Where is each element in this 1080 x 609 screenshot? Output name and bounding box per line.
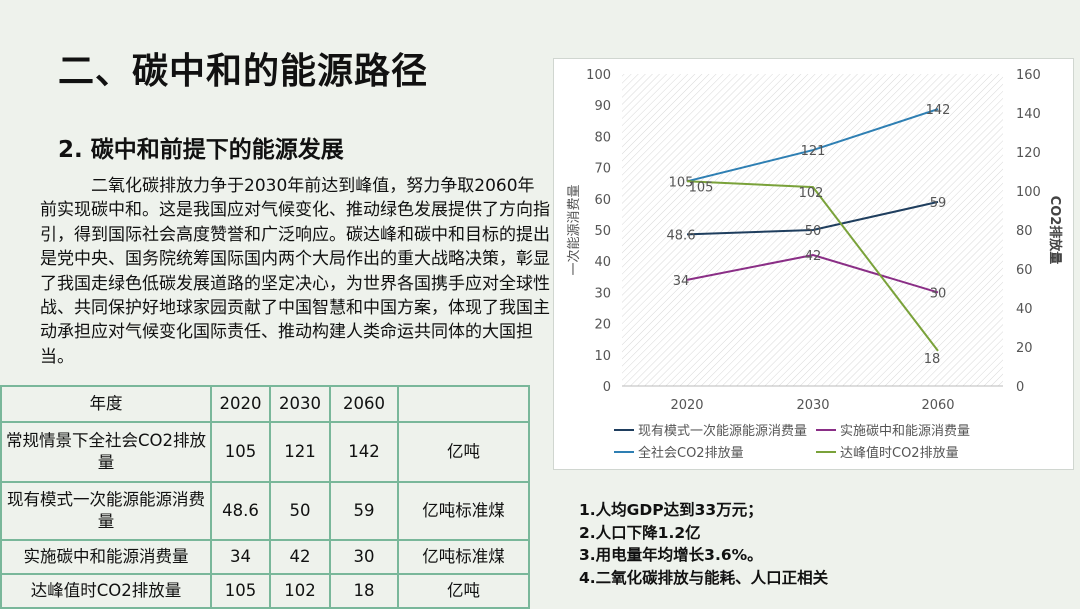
data-label: 59: [930, 196, 947, 211]
table-cell: 50: [269, 481, 331, 541]
y-left-tick-label: 100: [586, 68, 611, 83]
data-label: 50: [805, 224, 822, 239]
y-right-tick-label: 60: [1016, 263, 1033, 278]
note-item: 4.二氧化碳排放与能耗、人口正相关: [579, 568, 829, 587]
table-cell: 48.6: [210, 481, 271, 541]
table-header-cell: 2020: [210, 385, 271, 423]
series-line: [686, 108, 939, 183]
page-title: 二、碳中和的能源路径: [58, 51, 429, 92]
data-label: 48.6: [667, 228, 696, 243]
table-header-row: 年度 2020 2030 2060: [0, 385, 530, 423]
legend-label: 实施碳中和能源消费量: [840, 424, 970, 439]
table-cell: 亿吨: [397, 573, 530, 609]
table-cell: 现有模式一次能源能源消费量: [0, 481, 212, 541]
table-cell: 常规情景下全社会CO2排放量: [0, 421, 212, 483]
x-tick-label: 2030: [796, 398, 829, 413]
table-cell: 42: [269, 539, 331, 575]
y-right-tick-label: 160: [1016, 68, 1041, 83]
table-cell: 102: [269, 573, 331, 609]
y-left-tick-label: 10: [594, 349, 611, 364]
y-left-tick-label: 90: [594, 99, 611, 114]
table-cell: 达峰值时CO2排放量: [0, 573, 212, 609]
table-cell: 实施碳中和能源消费量: [0, 539, 212, 575]
series-line: [686, 180, 939, 352]
y-left-tick-label: 50: [594, 224, 611, 239]
data-label: 42: [805, 249, 822, 264]
data-label: 105: [689, 180, 714, 195]
table-row: 现有模式一次能源能源消费量 48.6 50 59 亿吨标准煤: [0, 481, 530, 541]
table-cell: 105: [210, 421, 271, 483]
table-row: 达峰值时CO2排放量 105 102 18 亿吨: [0, 573, 530, 609]
y-left-tick-label: 40: [594, 255, 611, 270]
y-right-tick-label: 80: [1016, 224, 1033, 239]
table-row: 实施碳中和能源消费量 34 42 30 亿吨标准煤: [0, 539, 530, 575]
table-cell: 18: [329, 573, 399, 609]
y-right-tick-label: 120: [1016, 146, 1041, 161]
data-label: 142: [926, 103, 951, 118]
y-left-axis-title: 一次能源消费量: [566, 184, 582, 275]
legend-label: 全社会CO2排放量: [638, 445, 744, 461]
y-left-tick-label: 60: [594, 193, 611, 208]
data-table: 年度 2020 2030 2060 常规情景下全社会CO2排放量 105 121…: [0, 385, 530, 609]
data-label: 30: [930, 286, 947, 301]
note-item: 2.人口下降1.2亿: [579, 523, 701, 542]
legend-label: 达峰值时CO2排放量: [840, 445, 959, 461]
y-left-tick-label: 30: [594, 286, 611, 301]
notes-list: 1.人均GDP达到33万元； 2.人口下降1.2亿 3.用电量年均增长3.6%。…: [579, 499, 828, 589]
table-cell: 亿吨标准煤: [397, 539, 530, 575]
table-header-cell: 2060: [329, 385, 399, 423]
intro-paragraph: 二氧化碳排放力争于2030年前达到峰值，努力争取2060年前实现碳中和。这是我国…: [40, 176, 550, 367]
y-left-tick-label: 20: [594, 318, 611, 333]
y-left-tick-label: 0: [603, 380, 611, 395]
table-cell: 亿吨: [397, 421, 530, 483]
section-subtitle: 2. 碳中和前提下的能源发展: [58, 137, 344, 163]
table-cell: 142: [329, 421, 399, 483]
table-cell: 亿吨标准煤: [397, 481, 530, 541]
y-left-tick-label: 80: [594, 130, 611, 145]
y-left-tick-label: 70: [594, 162, 611, 177]
table-cell: 34: [210, 539, 271, 575]
line-chart: 0102030405060708090100020406080100120140…: [566, 68, 1063, 461]
table-cell: 105: [210, 573, 271, 609]
y-right-tick-label: 20: [1016, 341, 1033, 356]
note-item: 1.人均GDP达到33万元；: [579, 501, 763, 519]
data-label: 102: [799, 186, 824, 201]
data-label: 18: [924, 352, 941, 367]
legend-label: 现有模式一次能源能源消费量: [638, 423, 807, 439]
table-cell: 30: [329, 539, 399, 575]
chart-container: 0 10 20 30 40 50 60 70 80 90 100 0 20 40 60 80 100 120 140…: [553, 58, 1074, 470]
y-right-tick-label: 40: [1016, 302, 1033, 317]
table-cell: 121: [269, 421, 331, 483]
series-line: [686, 200, 939, 236]
y-right-tick-label: 140: [1016, 107, 1041, 122]
data-label: 34: [673, 274, 690, 289]
series-line: [686, 253, 939, 294]
y-right-tick-label: 100: [1016, 185, 1041, 200]
y-right-tick-label: 0: [1016, 380, 1024, 395]
table-header-cell: 年度: [0, 385, 212, 423]
table-header-cell: [397, 385, 530, 423]
x-tick-label: 2060: [921, 398, 954, 413]
note-item: 3.用电量年均增长3.6%。: [579, 546, 763, 564]
table-cell: 59: [329, 481, 399, 541]
table-header-cell: 2030: [269, 385, 331, 423]
y-right-axis-title: CO2排放量: [1047, 196, 1063, 265]
x-tick-label: 2020: [670, 398, 703, 413]
data-label: 105: [669, 175, 694, 190]
data-label: 121: [801, 144, 826, 159]
table-row: 常规情景下全社会CO2排放量 105 121 142 亿吨: [0, 421, 530, 483]
